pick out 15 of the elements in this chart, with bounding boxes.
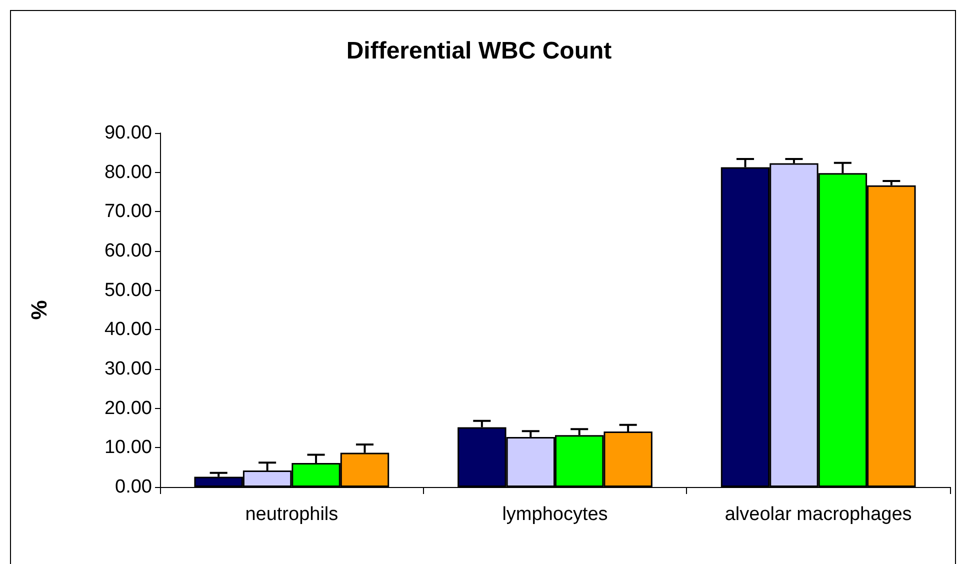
- y-tick-label: 70.00: [104, 201, 152, 222]
- x-tick-label: alveolar macrophages: [724, 504, 912, 525]
- y-tick-label: 90.00: [104, 122, 152, 144]
- y-tick-label: 50.00: [104, 280, 152, 301]
- y-tick-label: 40.00: [104, 319, 152, 340]
- y-tick-label: 10.00: [104, 437, 152, 458]
- y-axis-title: %: [26, 300, 52, 320]
- y-tick-label: 60.00: [104, 240, 152, 262]
- y-tick-label: 0.00: [115, 476, 152, 498]
- y-tick-label: 30.00: [104, 358, 152, 380]
- x-tick-label: lymphocytes: [502, 504, 608, 525]
- chart-title: Differential WBC Count: [346, 38, 612, 64]
- y-tick-label: 80.00: [104, 162, 152, 183]
- y-tick-label: 20.00: [104, 398, 152, 419]
- x-tick-label: neutrophils: [245, 504, 338, 525]
